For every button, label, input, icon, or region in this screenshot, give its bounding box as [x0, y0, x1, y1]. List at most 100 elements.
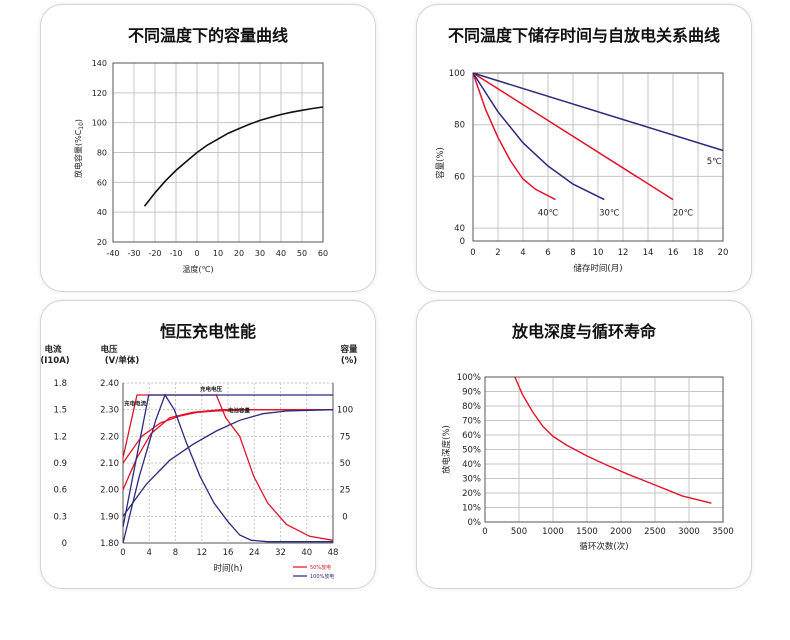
- capacity-axis-title: 容量: [339, 344, 358, 355]
- x-tick-label: 20: [718, 248, 729, 258]
- y-tick-label: 90%: [462, 388, 481, 398]
- series-label: 40℃: [538, 209, 559, 219]
- chart-self-discharge: 0 2 4 6 8 10 12 14 16 18 20 40 60 80 100 0 储存时间(月) 容量(%) 4…: [435, 69, 729, 274]
- chart-title: 不同温度下储存时间与自放电关系曲线: [447, 26, 720, 45]
- chart-title: 恒压充电性能: [159, 322, 256, 341]
- series-label: 5℃: [707, 157, 722, 167]
- y-tick-label: 40%: [462, 460, 481, 470]
- voltage-tick-label: 1.80: [100, 539, 119, 549]
- current-tick-label: 0.3: [53, 512, 67, 522]
- series-line: [122, 393, 333, 544]
- x-tick-label: 10: [593, 248, 604, 258]
- voltage-tick-label: 2.10: [100, 459, 119, 469]
- current-tick-label: 1.5: [53, 406, 67, 416]
- series-line: [472, 72, 556, 201]
- current-tick-label: 0: [62, 539, 67, 549]
- current-tick-label: 0.6: [53, 486, 67, 496]
- x-axis-label: 温度(℃): [182, 264, 213, 274]
- y-axis-label: 放电深度(%): [441, 425, 452, 474]
- y-tick-label: 80: [97, 149, 107, 158]
- x-tick-label: 0: [194, 249, 199, 258]
- series-line: [122, 394, 334, 541]
- x-tick-label: -30: [127, 249, 140, 258]
- series-line: [122, 409, 333, 464]
- x-tick-label: 8: [173, 548, 178, 558]
- voltage-axis-title: 电压: [100, 344, 118, 355]
- voltage-axis-unit: (V/单体): [105, 355, 140, 366]
- x-tick-label: 12: [196, 548, 207, 558]
- x-axis-label: 时间(h): [213, 563, 242, 574]
- x-tick-label: 0: [120, 548, 125, 558]
- chart-constant-voltage-charge: 0 4 8 12 16 24 32 40 482.402.302.202.102.001.901…: [40, 344, 358, 580]
- x-axis-label: 储存时间(月): [573, 263, 622, 274]
- x-tick-label: 500: [511, 527, 527, 537]
- x-tick-label: 20: [234, 249, 244, 258]
- y-tick-label: 60: [454, 172, 465, 182]
- y-tick-label: 40: [97, 208, 107, 217]
- series-label: 20℃: [673, 209, 694, 219]
- series-line: [472, 72, 724, 152]
- capacity-tick-label: 25: [340, 486, 351, 496]
- x-tick-label: 14: [643, 248, 654, 258]
- y-tick-label: 80%: [462, 402, 481, 412]
- chart-title: 不同温度下的容量曲线: [127, 26, 288, 45]
- x-tick-label: 24: [249, 548, 260, 558]
- x-tick-label: 6: [545, 248, 550, 258]
- x-tick-label: 40: [301, 548, 312, 558]
- y-tick-label: 30%: [462, 475, 481, 485]
- x-tick-label: 12: [618, 248, 629, 258]
- panel-cycle-life: 放电深度与循环寿命 0 500 1000 1500 2000 2500 3000 3500 0%…: [416, 300, 752, 589]
- capacity-tick-label: 75: [340, 432, 351, 442]
- x-tick-label: 50: [297, 249, 307, 258]
- chart-title: 放电深度与循环寿命: [511, 322, 656, 341]
- panel-constant-voltage-charge: 恒压充电性能 0 4 8 12 16 24 32 40 48 2.40 2.30 2.20 2.10 2.…: [40, 300, 376, 589]
- x-tick-label: 60: [318, 249, 328, 258]
- current-tick-label: 1.8: [53, 379, 67, 389]
- voltage-tick-label: 2.00: [100, 486, 119, 496]
- y-axis-label: 放电容量(%C10): [73, 119, 85, 178]
- series-line: [472, 72, 674, 201]
- chart-capacity-temperature: -40 -30 -20 -10 0 10 20 30 40 50 60 20 40 60 80 100 120 1…: [73, 59, 328, 274]
- voltage-tick-label: 2.20: [100, 432, 119, 442]
- x-tick-label: 32: [275, 548, 286, 558]
- x-tick-label: 48: [328, 548, 339, 558]
- y-tick-label: 20: [97, 238, 107, 247]
- series-label: 30℃: [599, 209, 620, 219]
- voltage-tick-label: 1.90: [100, 512, 119, 522]
- y-tick-label: 40: [454, 224, 465, 234]
- capacity-tick-label: 50: [340, 459, 351, 469]
- x-tick-label: 1500: [576, 527, 598, 537]
- y-tick-label: 0%: [468, 518, 482, 528]
- y-tick-label: 0: [460, 237, 465, 247]
- plot-frame: [472, 72, 724, 242]
- plot-frame: [484, 376, 724, 523]
- series-line: [122, 394, 333, 528]
- capacity-tick-label: 100: [337, 406, 353, 416]
- x-tick-label: 16: [223, 548, 234, 558]
- x-tick-label: -10: [169, 249, 182, 258]
- x-tick-label: 0: [470, 248, 475, 258]
- x-tick-label: 18: [693, 248, 704, 258]
- series-line: [514, 376, 712, 504]
- y-tick-label: 70%: [462, 417, 481, 427]
- capacity-axis-unit: (%): [341, 356, 357, 366]
- legend-label: 100%放电: [310, 573, 334, 580]
- current-axis-title: 电流: [44, 344, 62, 355]
- panel-self-discharge: 不同温度下储存时间与自放电关系曲线 0 2 4 6 8 10 12 14 16 18 20 40 60 8…: [416, 4, 752, 292]
- y-tick-label: 20%: [462, 489, 481, 499]
- current-tick-label: 0.9: [53, 459, 67, 469]
- y-tick-label: 10%: [462, 504, 481, 514]
- y-tick-label: 100: [449, 69, 465, 79]
- x-tick-label: 2500: [644, 527, 666, 537]
- capacity-tick-label: 0: [342, 512, 347, 522]
- x-tick-label: 1000: [542, 527, 564, 537]
- y-tick-label: 50%: [462, 446, 481, 456]
- legend-label: 50%放电: [310, 564, 331, 571]
- curve-annotation: 充电电压: [200, 385, 223, 393]
- series-line: [143, 106, 324, 207]
- current-axis-unit: (I10A): [40, 356, 69, 366]
- x-tick-label: 4: [520, 248, 525, 258]
- y-tick-label: 80: [454, 121, 465, 131]
- x-tick-label: 10: [213, 249, 223, 258]
- x-tick-label: 3500: [712, 527, 734, 537]
